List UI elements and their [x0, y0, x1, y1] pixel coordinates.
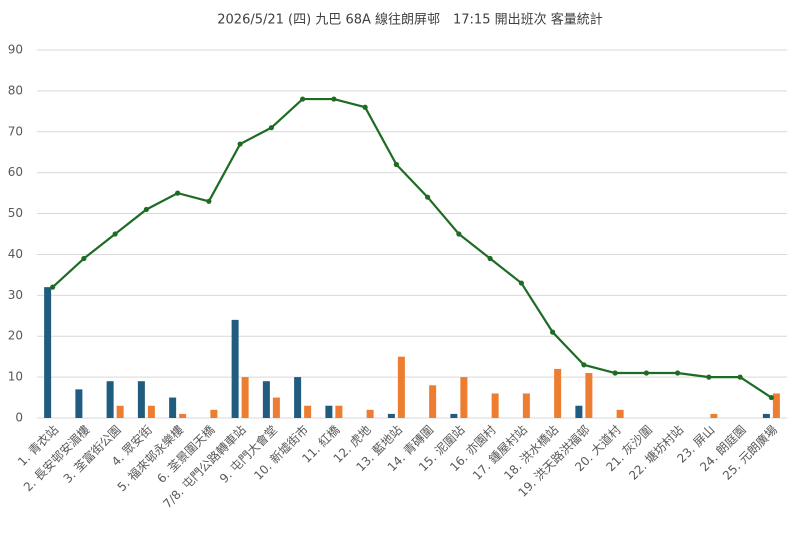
bar [335, 405, 343, 418]
bar [106, 381, 114, 418]
y-tick-label: 90 [8, 43, 23, 57]
line-marker [612, 370, 618, 376]
bar [397, 356, 405, 418]
bar [554, 368, 562, 418]
line [51, 97, 772, 399]
line-marker [50, 284, 56, 290]
bar [294, 377, 302, 418]
line-marker [643, 370, 649, 376]
bar [387, 413, 395, 418]
line-marker [331, 96, 337, 102]
bar [44, 287, 52, 418]
line-marker [737, 374, 743, 380]
bar [210, 409, 218, 418]
y-tick-label: 60 [8, 165, 23, 179]
line-marker [268, 125, 274, 131]
bar [169, 397, 177, 418]
line-marker [706, 374, 712, 380]
line-marker [487, 255, 493, 262]
line-marker [768, 394, 774, 401]
y-tick-label: 10 [8, 370, 23, 384]
line-marker [143, 206, 149, 213]
bar [616, 409, 624, 418]
bar [272, 397, 280, 418]
line-marker [175, 190, 181, 196]
bar [710, 413, 718, 418]
chart-title: 2026/5/21 (四) 九巴 68A 線往朗屏邨 17:15 開出班次 客量… [217, 12, 603, 28]
bar [429, 385, 437, 418]
y-tick-label: 30 [8, 288, 23, 302]
line-marker [518, 280, 524, 286]
bar [772, 393, 780, 418]
line-marker [550, 329, 556, 335]
bar [450, 413, 458, 418]
line-marker [581, 362, 587, 368]
bar [241, 377, 249, 418]
bar [325, 405, 333, 418]
bar [116, 405, 124, 418]
bar [585, 373, 593, 418]
bar [522, 393, 530, 418]
y-tick-label: 0 [15, 411, 23, 425]
line-marker [206, 198, 212, 204]
bar [491, 393, 499, 418]
line-marker [456, 231, 462, 237]
y-tick-label: 50 [8, 206, 23, 220]
y-tick-label: 40 [8, 247, 23, 261]
line-marker [393, 161, 399, 168]
bar [147, 405, 155, 418]
y-tick-label: 20 [8, 329, 23, 343]
line-marker [675, 370, 681, 376]
bar [231, 319, 239, 418]
line-marker [237, 141, 243, 147]
bar [460, 377, 468, 418]
bar [262, 381, 270, 418]
bar [366, 409, 374, 418]
line-marker [81, 255, 87, 262]
bar [179, 413, 187, 418]
line-marker [425, 194, 431, 200]
line-marker [112, 231, 118, 237]
bar [304, 405, 312, 418]
bar [75, 389, 83, 418]
bar [762, 413, 770, 418]
y-tick-label: 70 [8, 124, 23, 138]
bar [137, 381, 145, 418]
y-tick-label: 80 [8, 83, 23, 97]
line-marker [300, 96, 306, 102]
line-marker [362, 104, 368, 110]
bar [575, 405, 583, 418]
